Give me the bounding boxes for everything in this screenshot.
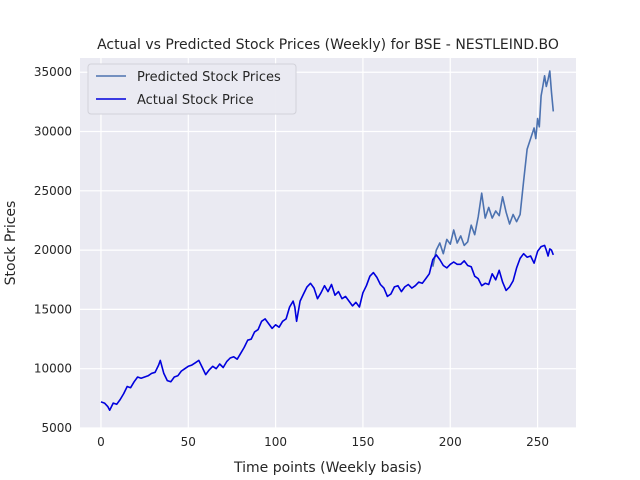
y-tick-label: 10000	[34, 362, 72, 376]
y-tick-label: 5000	[41, 421, 72, 435]
legend-label-predicted: Predicted Stock Prices	[137, 70, 281, 85]
x-axis-label: Time points (Weekly basis)	[233, 460, 422, 476]
y-tick-label: 15000	[34, 302, 72, 316]
x-tick-label: 250	[526, 435, 549, 449]
legend-label-actual: Actual Stock Price	[137, 93, 254, 108]
legend: Predicted Stock Prices Actual Stock Pric…	[87, 63, 297, 115]
y-tick-label: 25000	[34, 184, 72, 198]
legend-box	[87, 63, 297, 115]
y-tick-label: 35000	[34, 65, 72, 79]
y-tick-label: 30000	[34, 125, 72, 139]
y-axis-label: Stock Prices	[3, 201, 19, 286]
x-tick-label: 150	[351, 435, 374, 449]
x-tick-label: 50	[181, 435, 196, 449]
series-line-predicted	[432, 70, 555, 267]
chart-title: Actual vs Predicted Stock Prices (Weekly…	[97, 37, 559, 53]
tick-labels: 0 50 100 150 200 250 5000 10000 15000 20000 25000 3…	[34, 65, 549, 449]
x-tick-label: 0	[97, 435, 105, 449]
series-layer	[100, 70, 555, 411]
y-tick-label: 20000	[34, 243, 72, 257]
series-line-actual	[100, 244, 555, 411]
x-tick-label: 100	[264, 435, 287, 449]
x-tick-label: 200	[439, 435, 462, 449]
